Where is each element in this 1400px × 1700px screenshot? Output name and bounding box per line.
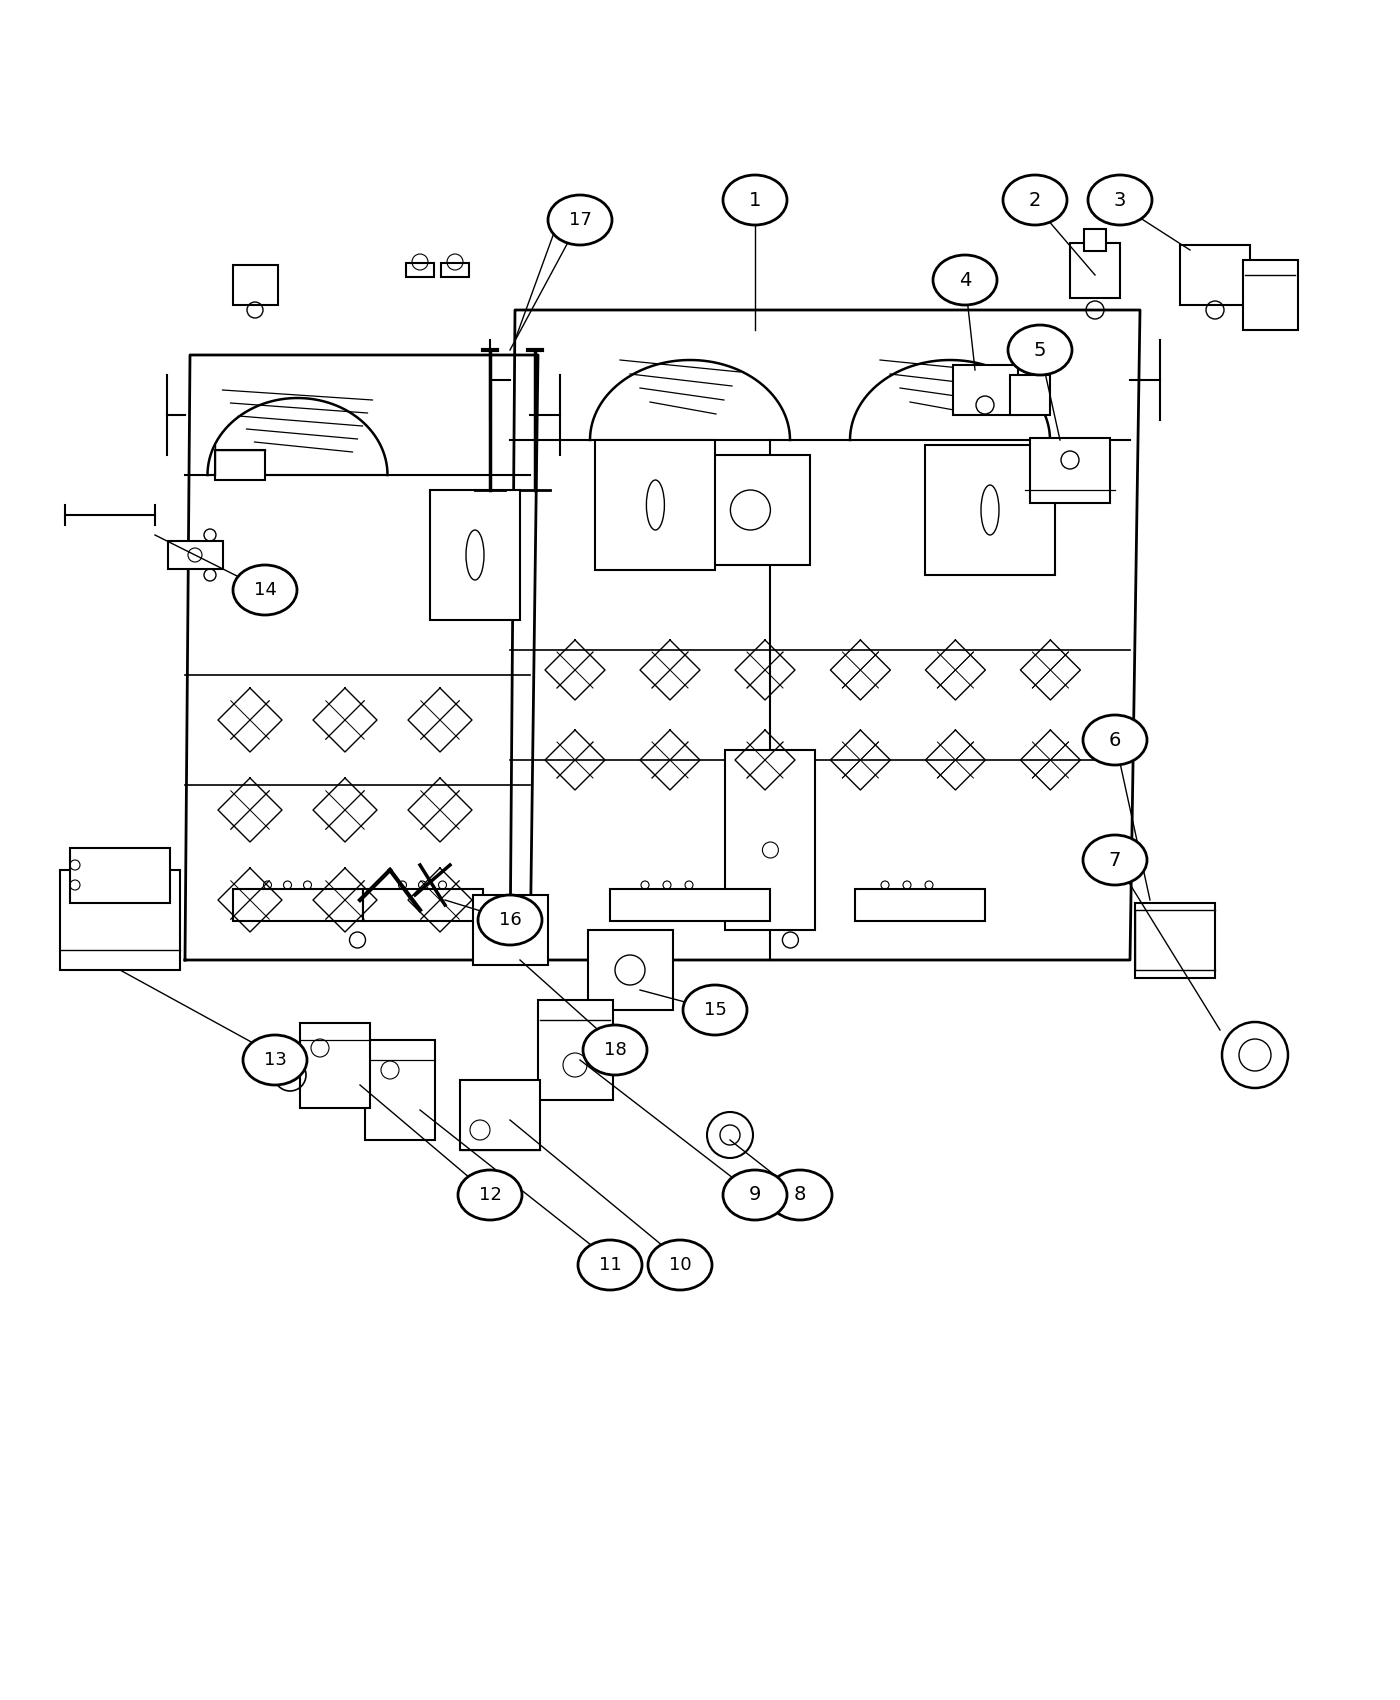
Bar <box>588 930 672 1010</box>
Text: 12: 12 <box>479 1187 501 1204</box>
Bar <box>855 889 986 921</box>
Bar <box>70 848 169 903</box>
Ellipse shape <box>1002 175 1067 224</box>
Text: 2: 2 <box>1029 190 1042 209</box>
Ellipse shape <box>648 1239 713 1290</box>
Text: 4: 4 <box>959 270 972 289</box>
Bar <box>441 264 469 277</box>
Ellipse shape <box>244 1035 307 1085</box>
Bar <box>363 889 483 921</box>
Bar <box>610 889 770 921</box>
Ellipse shape <box>1088 175 1152 224</box>
Bar <box>1243 260 1298 330</box>
Bar <box>1030 437 1110 503</box>
Ellipse shape <box>547 196 612 245</box>
Text: 11: 11 <box>599 1256 622 1273</box>
Ellipse shape <box>578 1239 643 1290</box>
Ellipse shape <box>582 1025 647 1074</box>
Text: 10: 10 <box>669 1256 692 1273</box>
Bar <box>1180 245 1250 304</box>
Bar <box>232 889 363 921</box>
Text: 6: 6 <box>1109 731 1121 750</box>
Text: 9: 9 <box>749 1185 762 1205</box>
Bar <box>952 366 1018 415</box>
Ellipse shape <box>722 1170 787 1221</box>
Bar <box>232 265 277 304</box>
Bar <box>925 445 1056 575</box>
Bar <box>216 450 265 479</box>
Ellipse shape <box>477 894 542 945</box>
Ellipse shape <box>722 175 787 224</box>
Bar <box>406 264 434 277</box>
Ellipse shape <box>458 1170 522 1221</box>
Bar <box>1009 376 1050 415</box>
Text: 16: 16 <box>498 911 521 928</box>
Bar <box>1135 903 1215 977</box>
Text: 1: 1 <box>749 190 762 209</box>
Ellipse shape <box>1084 835 1147 886</box>
Ellipse shape <box>232 564 297 615</box>
Text: 15: 15 <box>704 1001 727 1018</box>
Bar <box>430 490 519 620</box>
Bar <box>300 1022 370 1107</box>
Ellipse shape <box>769 1170 832 1221</box>
Bar <box>690 456 811 564</box>
Bar <box>1084 230 1106 252</box>
Ellipse shape <box>683 984 748 1035</box>
Text: 18: 18 <box>603 1040 626 1059</box>
Text: 8: 8 <box>794 1185 806 1205</box>
Bar <box>461 1080 540 1149</box>
Bar <box>1070 243 1120 297</box>
Text: 7: 7 <box>1109 850 1121 869</box>
Bar <box>725 750 815 930</box>
Text: 3: 3 <box>1114 190 1126 209</box>
Ellipse shape <box>1008 325 1072 376</box>
Ellipse shape <box>1084 716 1147 765</box>
Text: 5: 5 <box>1033 340 1046 359</box>
Ellipse shape <box>932 255 997 304</box>
Bar <box>168 541 223 570</box>
Bar <box>60 870 181 971</box>
Bar <box>365 1040 435 1141</box>
Text: 14: 14 <box>253 581 276 598</box>
Bar <box>595 440 715 570</box>
Bar <box>473 894 547 966</box>
Text: 17: 17 <box>568 211 591 230</box>
Text: 13: 13 <box>263 1051 287 1069</box>
Bar <box>538 1000 613 1100</box>
